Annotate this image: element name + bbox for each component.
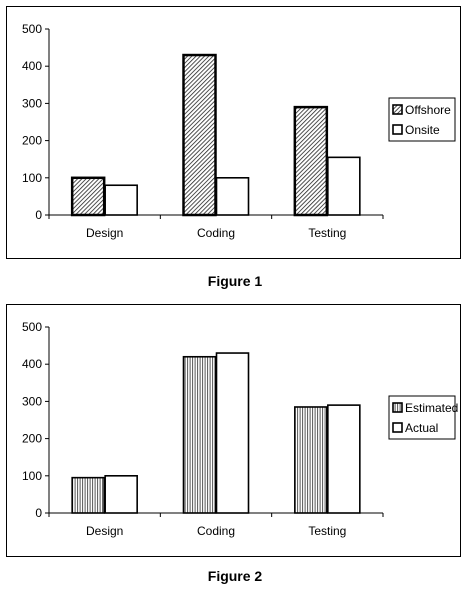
x-category-label: Testing [308,226,346,240]
x-category-label: Coding [197,524,235,538]
bar-onsite-testing [327,156,361,216]
x-category-label: Design [86,524,123,538]
bar-estimated-design [71,476,105,514]
bar-onsite-coding [215,177,250,216]
bar-actual-design [104,475,138,514]
bar-onsite-design [104,184,138,216]
figure-1-chart: 0 100 200 300 400 500 Design Coding Testing Offsh… [22,22,456,240]
y-tick-label: 100 [22,469,42,483]
y-tick-label: 200 [22,432,42,446]
y-tick-label: 200 [22,134,42,148]
figure-1-frame: 0 100 200 300 400 500 Design Coding Testing Offsh… [6,6,461,259]
figure-2-caption: Figure 2 [207,568,263,584]
bar-actual-testing [327,404,361,514]
x-category-label: Testing [308,524,346,538]
y-tick-label: 300 [22,394,42,408]
legend-label-actual: Actual [405,421,438,435]
y-tick-label: 100 [22,171,42,185]
y-tick-label: 500 [22,22,42,36]
bar-estimated-testing [294,406,328,514]
legend-swatch-offshore [392,104,403,115]
figure-2-chart: 0 100 200 300 400 500 Design Coding Testing Estim… [22,320,458,538]
bar-offshore-testing [293,105,329,217]
x-category-label: Design [86,226,123,240]
y-tick-label: 0 [35,208,42,222]
figure-2-frame: 0 100 200 300 400 500 Design Coding Testing Estim… [6,304,461,557]
figure-1-caption: Figure 1 [207,273,263,289]
legend-label-offshore: Offshore [405,103,451,117]
legend-label-estimated: Estimated [405,401,458,415]
y-tick-label: 300 [22,96,42,110]
y-tick-label: 400 [22,357,42,371]
bar-estimated-coding [182,355,217,514]
legend-swatch-onsite [392,124,403,135]
y-tick-label: 400 [22,59,42,73]
bar-offshore-design [70,176,106,217]
legend-label-onsite: Onsite [405,123,440,137]
bar-offshore-coding [182,53,217,217]
y-tick-label: 500 [22,320,42,334]
legend-swatch-estimated [392,402,403,413]
legend-swatch-actual [392,422,403,433]
bar-actual-coding [215,352,250,514]
x-category-label: Coding [197,226,235,240]
y-tick-label: 0 [35,506,42,520]
